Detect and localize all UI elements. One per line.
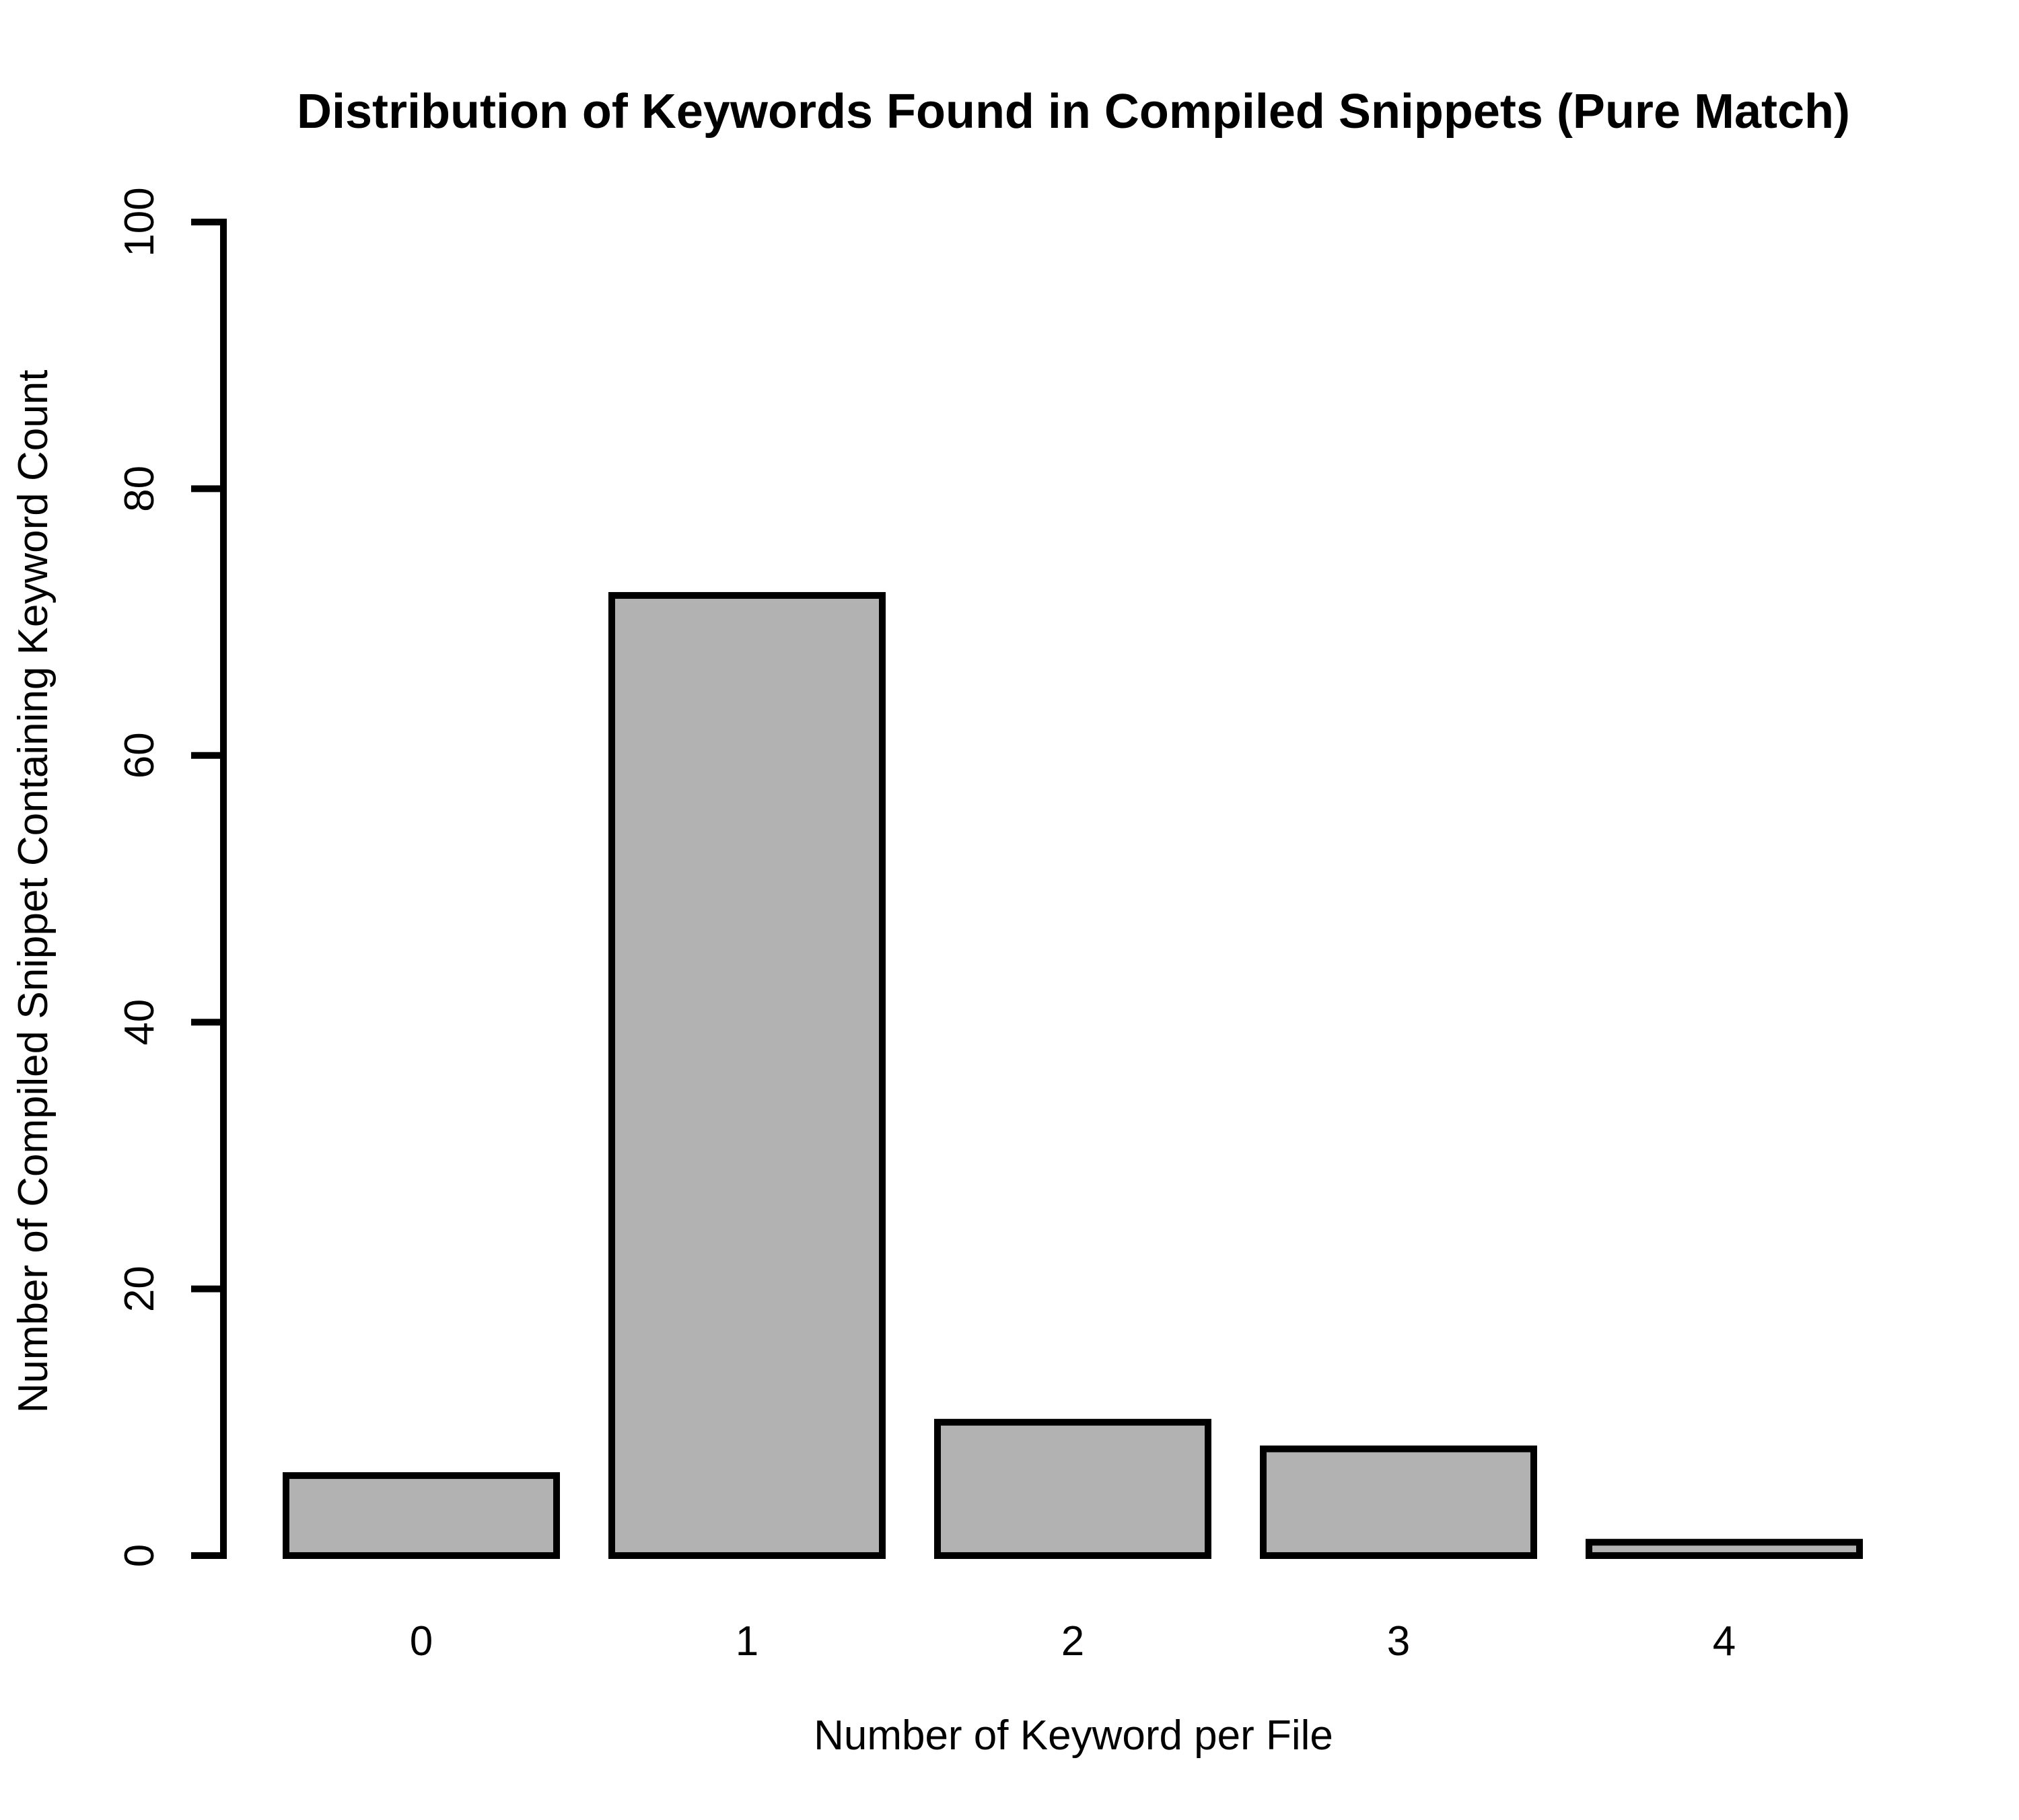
x-tick-label: 1: [736, 1618, 758, 1665]
x-tick-labels: 0 1 2 3 4: [410, 1618, 1736, 1665]
bar: [283, 1472, 560, 1560]
y-tick-label: 60: [116, 732, 163, 778]
x-tick-label: 3: [1387, 1618, 1410, 1665]
y-axis: 0 20 40 60 80 100: [116, 187, 227, 1567]
bars-group: [283, 591, 1863, 1560]
x-axis-label: Number of Keyword per File: [814, 1712, 1333, 1759]
y-tick-label: 0: [116, 1544, 163, 1567]
x-tick-label: 0: [410, 1618, 433, 1665]
x-tick-label: 4: [1713, 1618, 1736, 1665]
bar: [934, 1418, 1211, 1560]
y-tick-label: 100: [116, 187, 163, 256]
x-tick-label: 2: [1061, 1618, 1084, 1665]
y-tick-label: 40: [116, 999, 163, 1046]
bar: [608, 591, 886, 1560]
chart-title: Distribution of Keywords Found in Compil…: [297, 85, 1850, 139]
y-tick-label: 80: [116, 466, 163, 512]
y-axis-label: Number of Compiled Snippet Containing Ke…: [10, 370, 57, 1414]
bar: [1260, 1445, 1537, 1559]
bar: [1586, 1539, 1863, 1559]
y-tick-label: 20: [116, 1266, 163, 1312]
